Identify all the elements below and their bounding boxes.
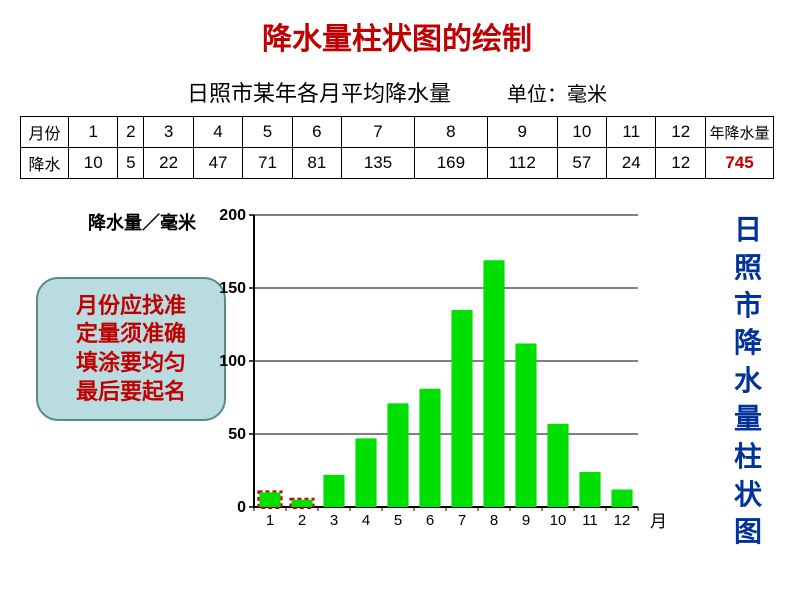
row-header-precip: 降水 bbox=[21, 148, 69, 179]
tip-line: 定量须准确 bbox=[76, 320, 186, 349]
svg-text:8: 8 bbox=[490, 512, 498, 529]
svg-text:12: 12 bbox=[614, 512, 631, 529]
svg-text:0: 0 bbox=[237, 499, 246, 516]
tip-box: 月份应找准 定量须准确 填涂要均匀 最后要起名 bbox=[36, 277, 226, 421]
cell: 12 bbox=[656, 148, 706, 179]
svg-text:50: 50 bbox=[228, 426, 246, 443]
tip-line: 最后要起名 bbox=[76, 378, 186, 407]
svg-text:7: 7 bbox=[458, 512, 466, 529]
total-value: 745 bbox=[706, 148, 774, 179]
svg-text:10: 10 bbox=[550, 512, 567, 529]
x-axis-label: 月 bbox=[650, 507, 667, 532]
cell: 71 bbox=[243, 148, 292, 179]
svg-text:5: 5 bbox=[394, 512, 402, 529]
cell: 4 bbox=[193, 117, 242, 148]
vertical-chart-title: 日 照 市 降 水 量 柱 状 图 bbox=[732, 211, 764, 551]
svg-text:100: 100 bbox=[219, 353, 246, 370]
tip-line: 月份应找准 bbox=[76, 292, 186, 321]
subtitle-row: 日照市某年各月平均降水量 单位：毫米 bbox=[0, 76, 794, 108]
cell: 9 bbox=[487, 117, 557, 148]
data-table-wrap: 月份 1 2 3 4 5 6 7 8 9 10 11 12 年降水量 降水 10… bbox=[20, 116, 774, 179]
lower-section: 降水量／毫米 月份应找准 定量须准确 填涂要均匀 最后要起名 0 50 100 150… bbox=[0, 199, 794, 569]
cell: 5 bbox=[243, 117, 292, 148]
cell: 12 bbox=[656, 117, 706, 148]
svg-text:11: 11 bbox=[582, 512, 598, 529]
cell: 3 bbox=[144, 117, 193, 148]
chart-svg: 050100150200123456789101112 bbox=[218, 205, 646, 535]
bar-chart: 050100150200123456789101112 bbox=[218, 205, 646, 535]
cell: 57 bbox=[557, 148, 606, 179]
cell: 8 bbox=[414, 117, 487, 148]
svg-text:6: 6 bbox=[426, 512, 434, 529]
cell: 169 bbox=[414, 148, 487, 179]
svg-text:150: 150 bbox=[219, 280, 246, 297]
cell: 22 bbox=[144, 148, 193, 179]
y-axis-label: 降水量／毫米 bbox=[88, 209, 196, 235]
subtitle: 日照市某年各月平均降水量 bbox=[187, 76, 451, 108]
cell: 47 bbox=[193, 148, 242, 179]
table-row-values: 降水 10 5 22 47 71 81 135 169 112 57 24 12… bbox=[21, 148, 774, 179]
svg-text:4: 4 bbox=[362, 512, 370, 529]
cell: 10 bbox=[557, 117, 606, 148]
cell: 11 bbox=[607, 117, 656, 148]
cell: 112 bbox=[487, 148, 557, 179]
cell: 7 bbox=[342, 117, 415, 148]
tip-line: 填涂要均匀 bbox=[76, 349, 186, 378]
cell: 135 bbox=[342, 148, 415, 179]
total-header: 年降水量 bbox=[706, 117, 774, 148]
row-header-month: 月份 bbox=[21, 117, 69, 148]
unit-label: 单位：毫米 bbox=[507, 78, 607, 107]
main-title: 降水量柱状图的绘制 bbox=[0, 14, 794, 58]
cell: 2 bbox=[118, 117, 144, 148]
svg-text:200: 200 bbox=[219, 207, 246, 224]
data-table: 月份 1 2 3 4 5 6 7 8 9 10 11 12 年降水量 降水 10… bbox=[20, 116, 774, 179]
cell: 10 bbox=[69, 148, 118, 179]
svg-text:1: 1 bbox=[266, 512, 274, 529]
svg-text:9: 9 bbox=[522, 512, 530, 529]
table-row-months: 月份 1 2 3 4 5 6 7 8 9 10 11 12 年降水量 bbox=[21, 117, 774, 148]
cell: 81 bbox=[292, 148, 341, 179]
cell: 6 bbox=[292, 117, 341, 148]
svg-text:3: 3 bbox=[330, 512, 338, 529]
svg-text:2: 2 bbox=[298, 512, 306, 529]
cell: 5 bbox=[118, 148, 144, 179]
cell: 1 bbox=[69, 117, 118, 148]
cell: 24 bbox=[607, 148, 656, 179]
